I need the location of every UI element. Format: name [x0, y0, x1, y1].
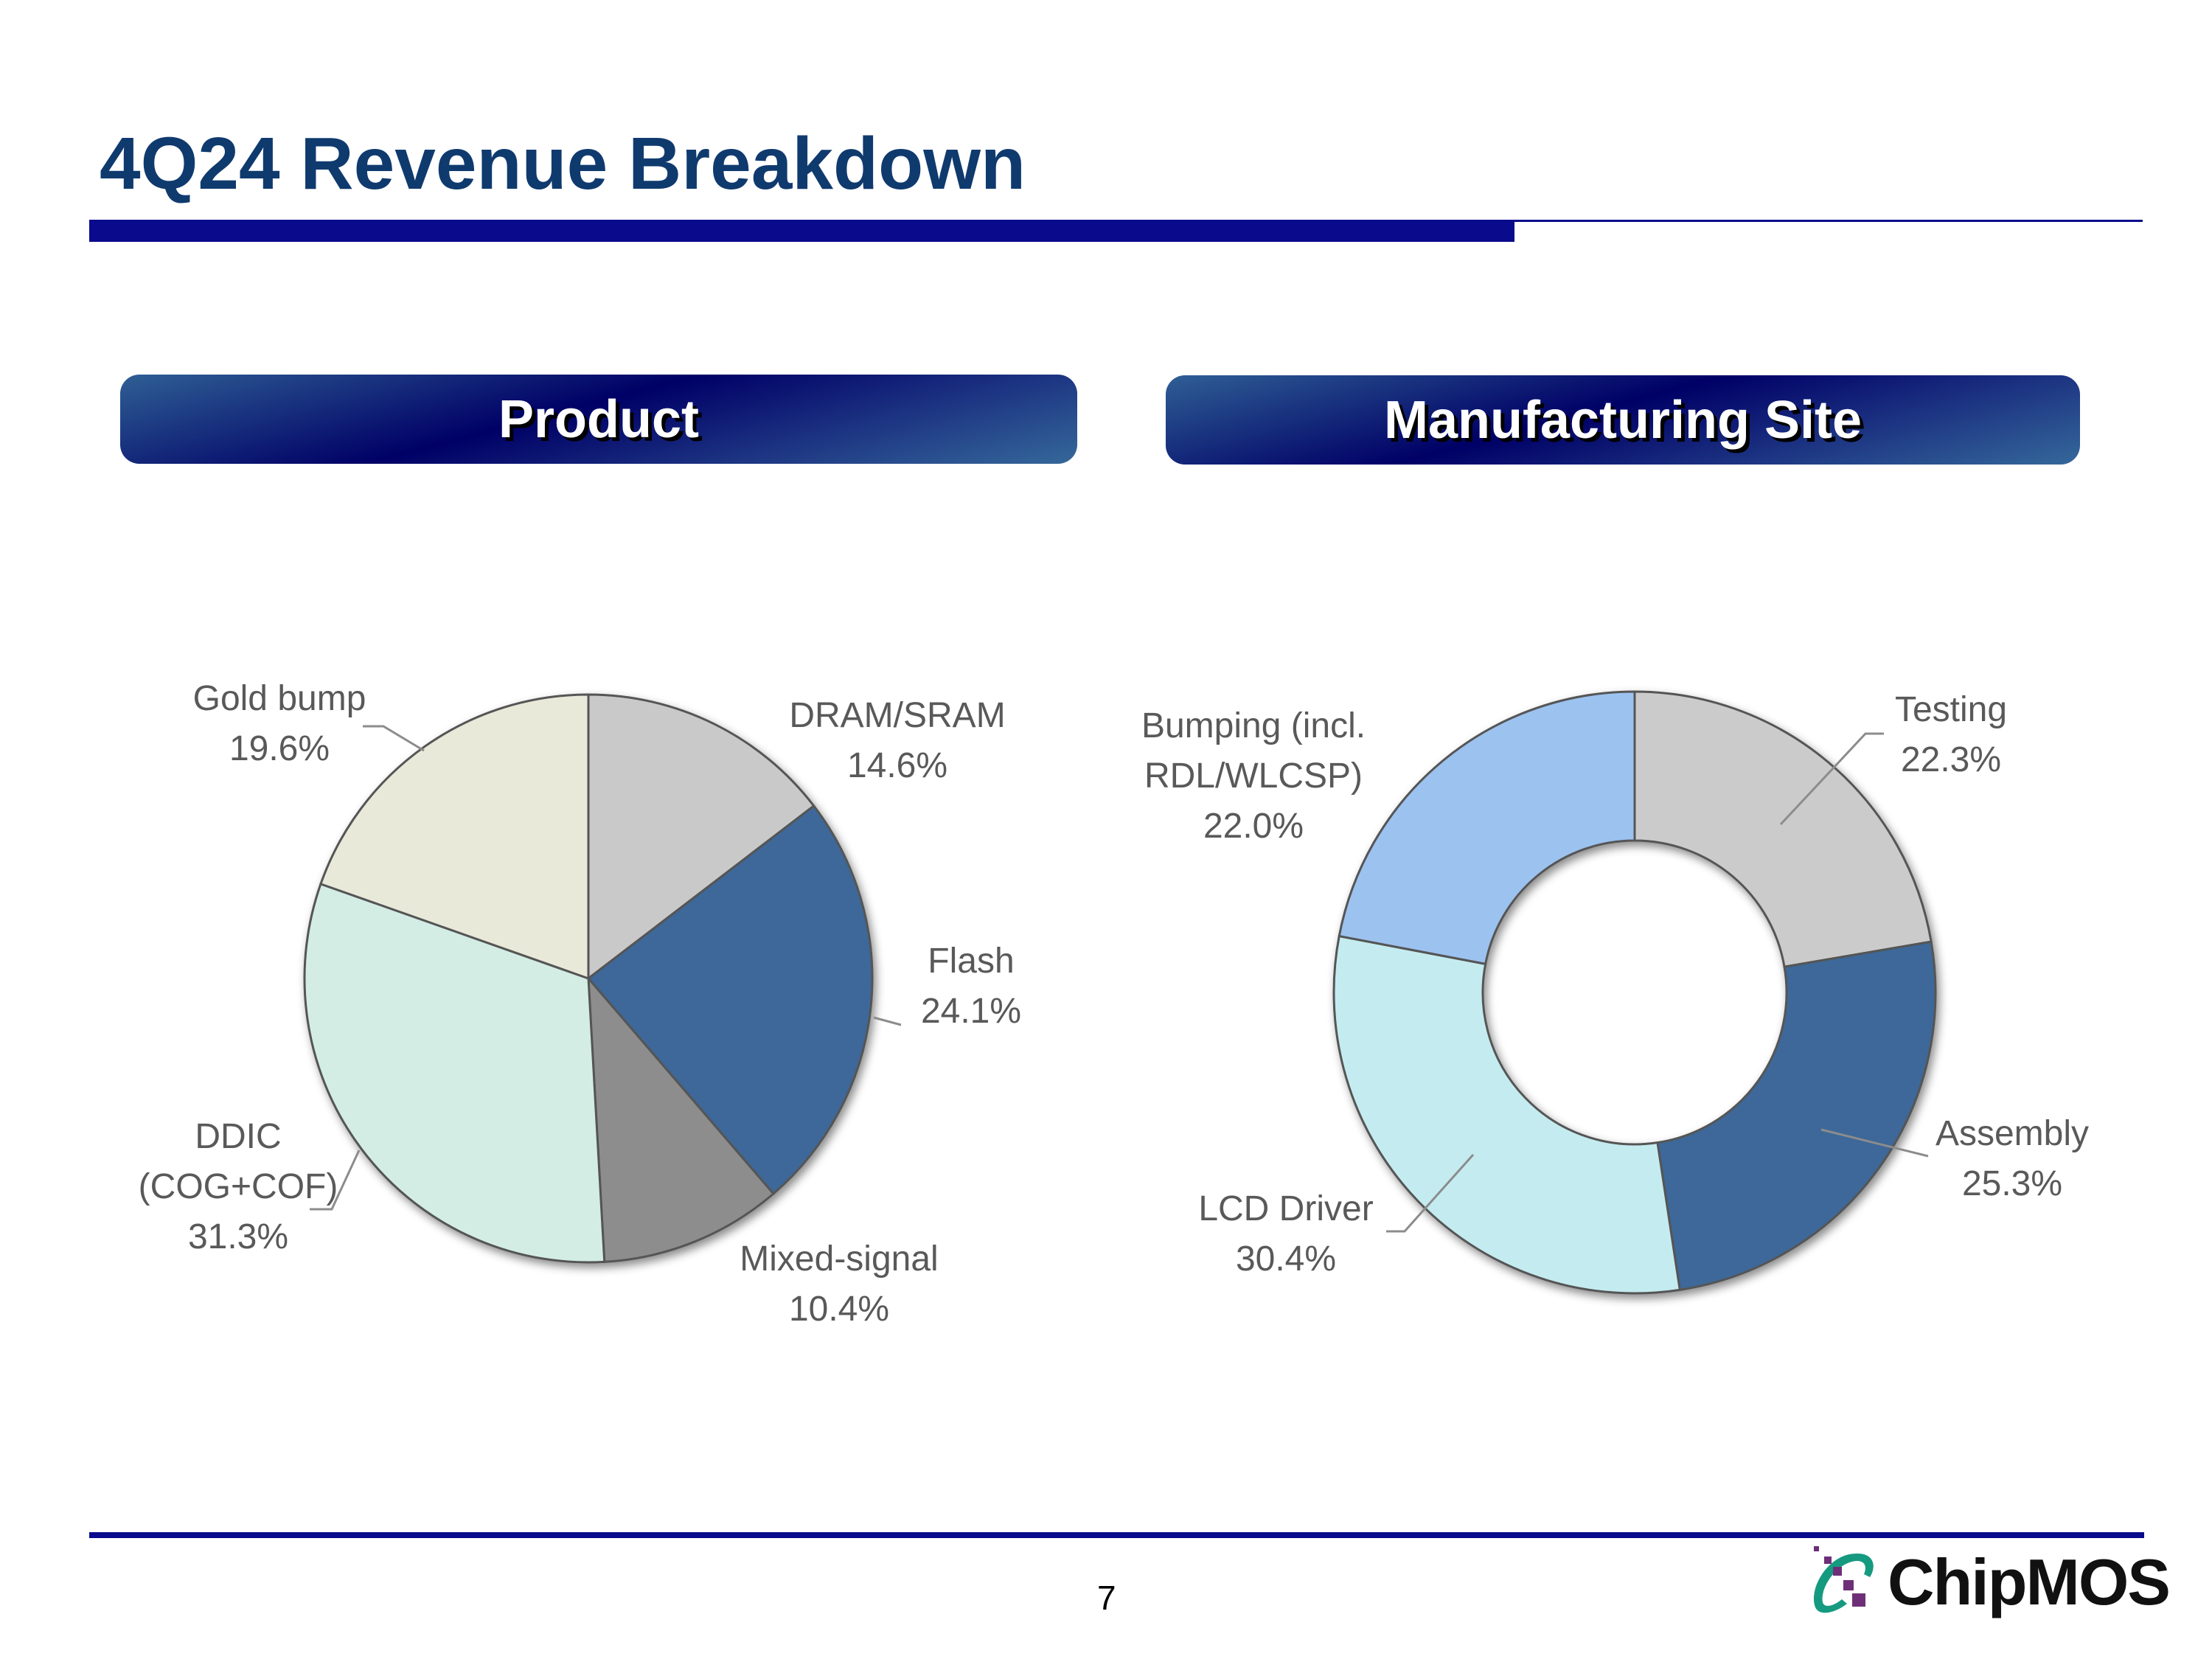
data-label: Assembly 25.3%: [1935, 1109, 2089, 1209]
title-underline-thick: [89, 220, 1514, 242]
data-label: Testing 22.3%: [1895, 685, 2007, 785]
slice-gold-bump: [319, 693, 590, 981]
category-label: DDIC: [195, 1117, 282, 1156]
slice-assembly: [1656, 940, 1937, 1292]
category-label: Bumping (incl.: [1141, 706, 1366, 745]
data-label: LCD Driver 30.4%: [1198, 1184, 1373, 1284]
slice-dram-sram: [587, 693, 815, 981]
slice-lcd-driver: [1332, 934, 1681, 1295]
leader-line-lcd-driver: [1386, 1154, 1475, 1233]
slice-testing: [1633, 690, 1933, 968]
data-label: Bumping (incl. RDL/WLCSP) 22.0%: [1141, 701, 1366, 852]
page-title: 4Q24 Revenue Breakdown: [100, 122, 1026, 205]
leader-line-ddic: [310, 1150, 361, 1211]
logo-text: ChipMOS: [1888, 1545, 2171, 1618]
data-label: DRAM/SRAM 14.6%: [789, 691, 1005, 791]
slice-ddic-cog-cof: [303, 882, 606, 1264]
slice-bumping-incl-rdl-wlcsp: [1338, 690, 1636, 966]
value-label: 24.1%: [920, 992, 1022, 1031]
value-label: 10.4%: [788, 1290, 890, 1329]
value-label: 31.3%: [187, 1217, 289, 1256]
product-pie-chart: [303, 693, 874, 1264]
value-label: 22.0%: [1203, 807, 1304, 846]
data-label: Flash 24.1%: [921, 936, 1021, 1037]
category-label: Assembly: [1935, 1114, 2090, 1153]
category-label: RDL/WLCSP): [1144, 757, 1363, 796]
data-label: Mixed-signal 10.4%: [740, 1234, 938, 1335]
value-label: 22.3%: [1900, 740, 2002, 779]
title-underline-thin: [1514, 220, 2143, 222]
category-label: LCD Driver: [1198, 1189, 1374, 1228]
category-label: DRAM/SRAM: [789, 696, 1006, 735]
value-label: 25.3%: [1961, 1164, 2063, 1203]
leader-line-flash: [873, 1016, 902, 1026]
site-donut-chart: [1332, 690, 1937, 1295]
leader-line-assembly: [1820, 1128, 1929, 1158]
manufacturing-site-header: Manufacturing Site: [1166, 375, 2080, 465]
product-header: Product: [120, 375, 1077, 464]
footer-line: [89, 1532, 2144, 1538]
leader-line-testing: [1779, 732, 1884, 826]
value-label: 14.6%: [846, 746, 948, 785]
category-label: Mixed-signal: [740, 1239, 939, 1279]
category-label: Gold bump: [192, 679, 366, 718]
slice-flash: [586, 804, 874, 1196]
category-label: Flash: [928, 942, 1015, 981]
value-label: 19.6%: [229, 729, 330, 768]
leader-line-gold-bump: [363, 725, 425, 752]
chipmos-logo-icon: [1813, 1546, 1874, 1613]
category-label: (COG+COF): [138, 1167, 338, 1206]
value-label: 30.4%: [1235, 1239, 1337, 1279]
data-label: DDIC (COG+COF) 31.3%: [139, 1112, 338, 1262]
chipmos-logo: ChipMOS: [1806, 1545, 2171, 1618]
leader-lines: [310, 725, 1929, 1233]
data-label: Gold bump 19.6%: [193, 674, 366, 774]
category-label: Testing: [1894, 690, 2008, 729]
slice-mixed-signal: [587, 975, 776, 1263]
page-number: 7: [1097, 1579, 1116, 1617]
